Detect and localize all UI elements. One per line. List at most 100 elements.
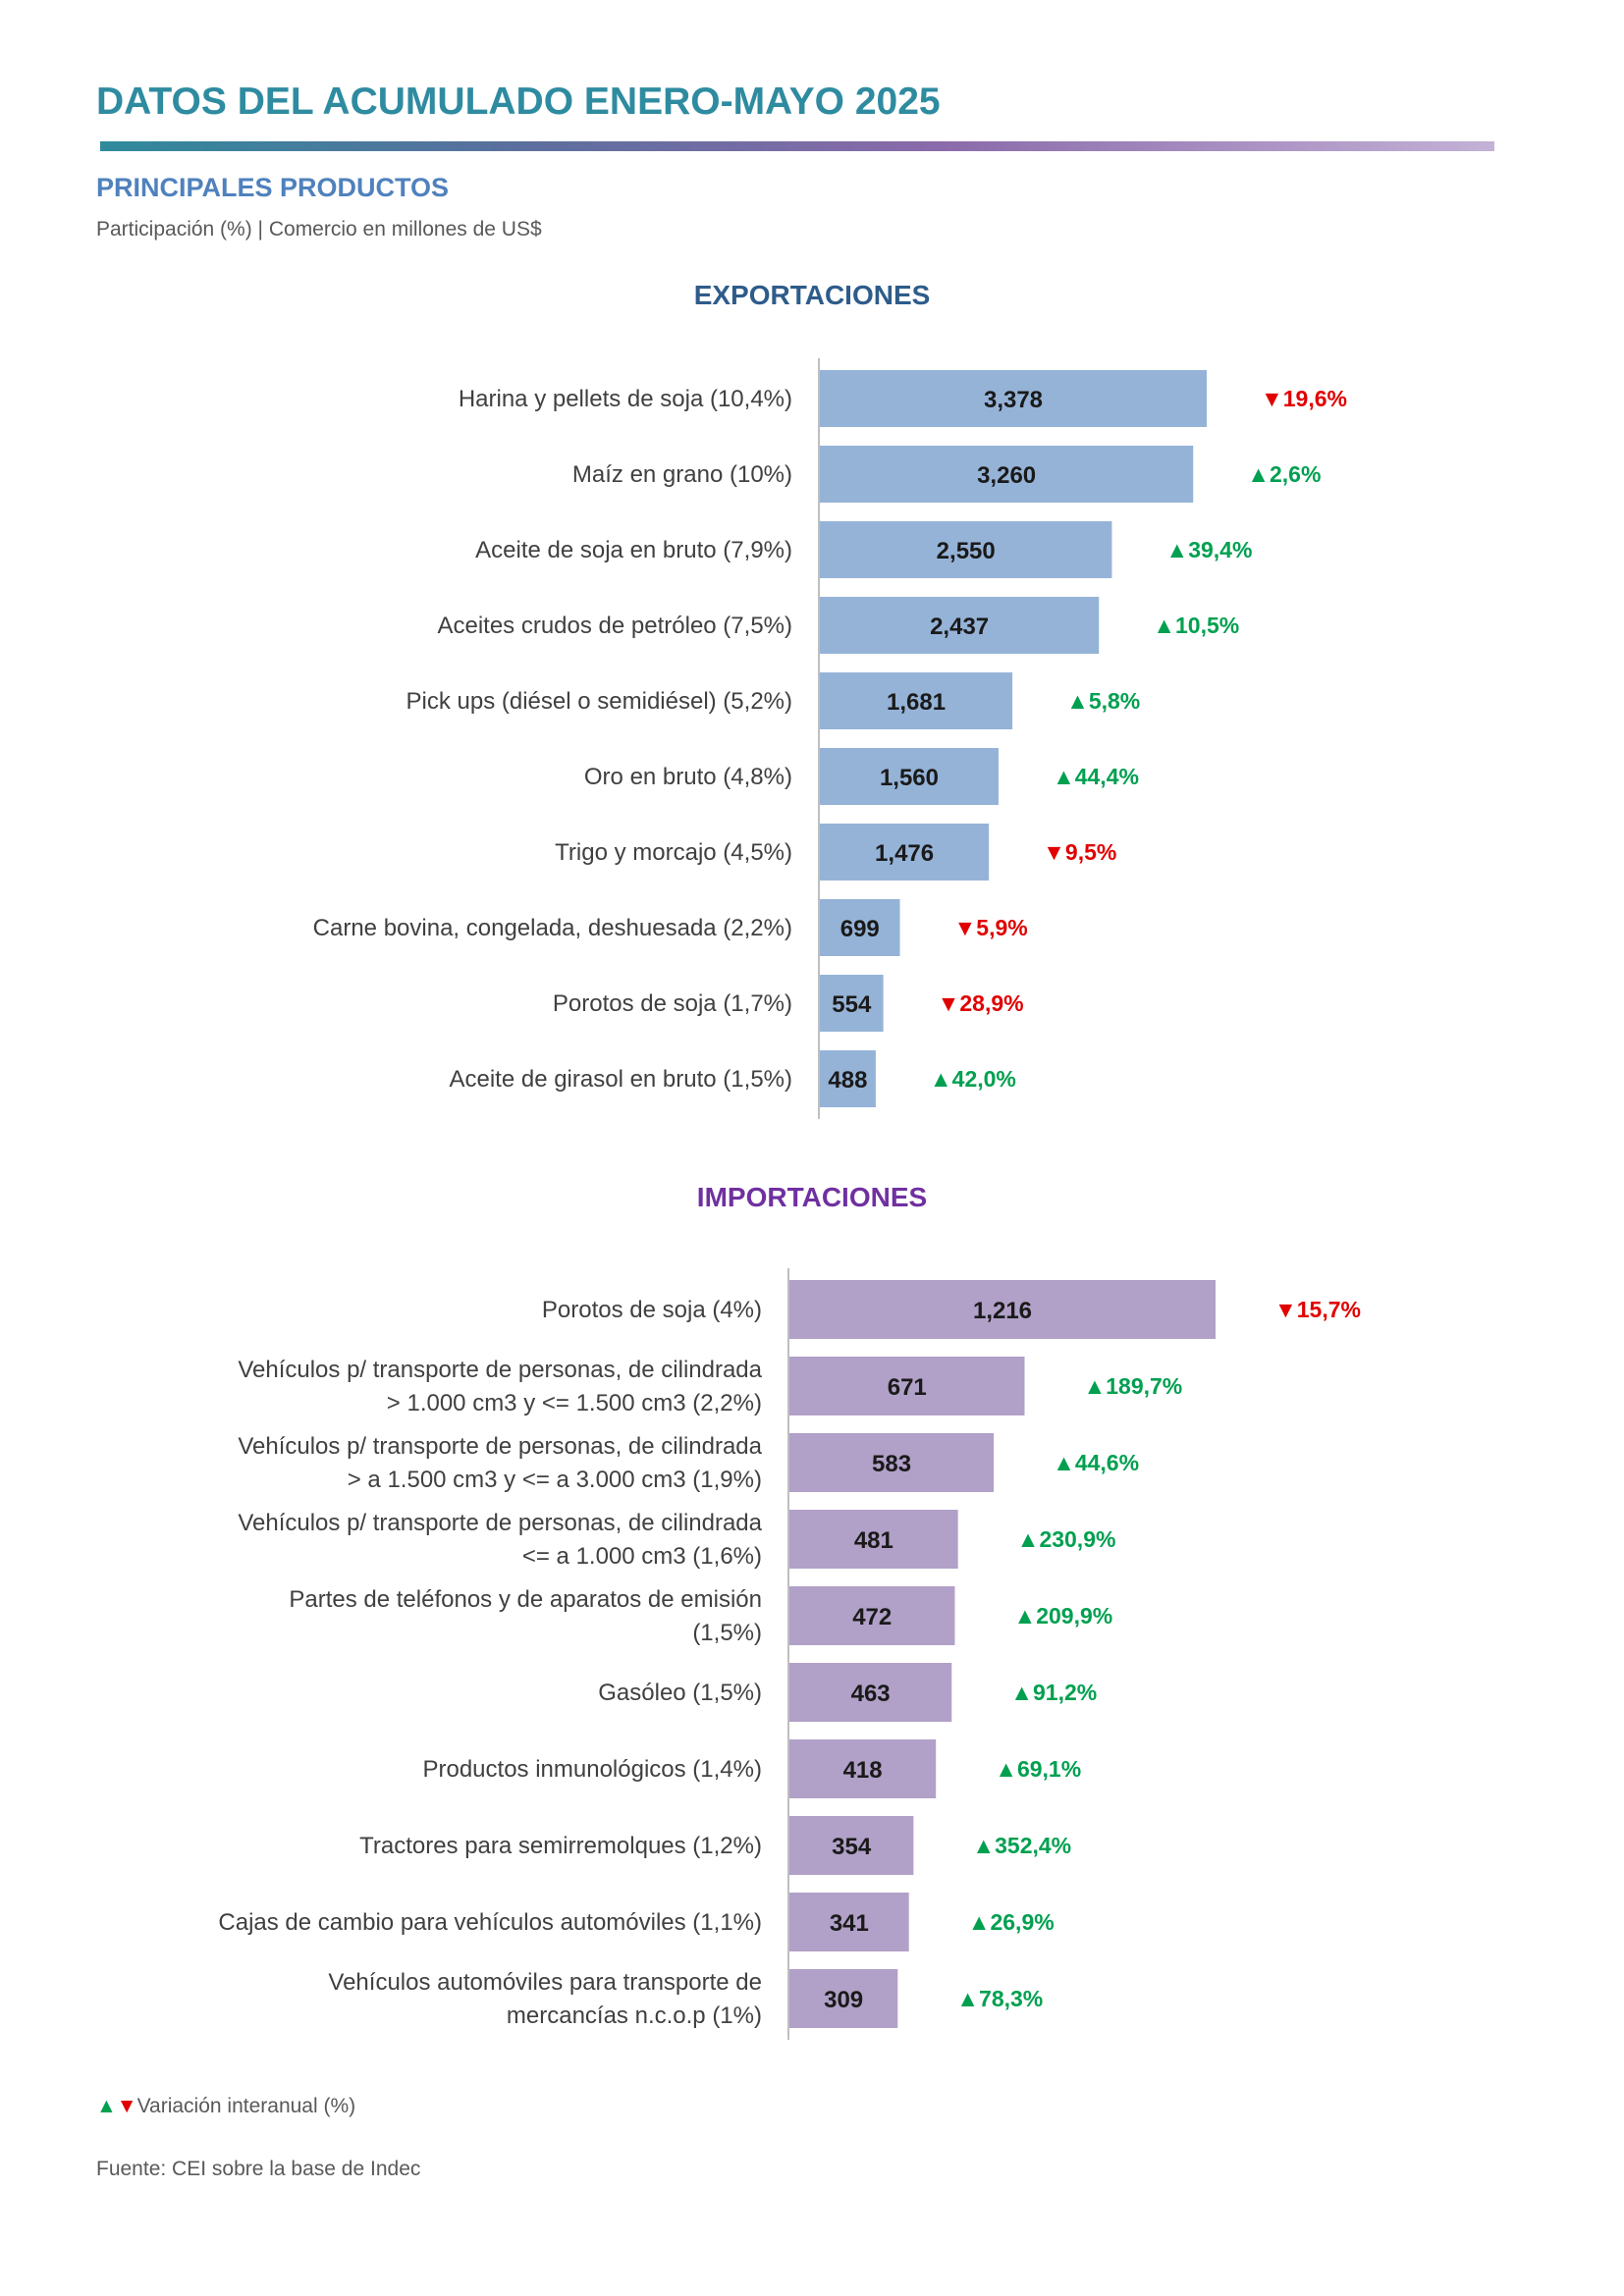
- arrow-up-icon: ▲: [930, 1066, 952, 1092]
- bar-value-label: 463: [851, 1681, 891, 1707]
- variation-up-label: ▲189,7%: [1083, 1373, 1182, 1399]
- arrow-up-icon: ▲: [1083, 1373, 1106, 1399]
- category-label: Oro en bruto (4,8%): [584, 764, 792, 790]
- category-label: Trigo y morcajo (4,5%): [555, 839, 792, 866]
- category-label: Vehículos p/ transporte de personas, de …: [238, 1433, 762, 1493]
- arrow-down-icon: ▼: [1043, 839, 1065, 865]
- category-label: Cajas de cambio para vehículos automóvil…: [218, 1909, 762, 1936]
- variation-down-label: ▼5,9%: [954, 915, 1028, 940]
- bar-value-label: 354: [832, 1834, 872, 1860]
- variation-down-label: ▼19,6%: [1261, 386, 1347, 411]
- bar-value-label: 1,560: [880, 765, 939, 791]
- variation-legend: ▲▼Variación interanual (%): [96, 2095, 355, 2118]
- bar: [820, 824, 990, 881]
- category-label: Porotos de soja (4%): [542, 1297, 762, 1323]
- bar: [820, 446, 1194, 503]
- arrow-up-icon: ▲: [1066, 688, 1089, 714]
- arrow-down-icon: ▼: [954, 915, 977, 940]
- title-gradient-rule: [100, 141, 1494, 151]
- arrow-up-icon: ▲: [1053, 764, 1075, 789]
- variation-up-label: ▲39,4%: [1165, 537, 1252, 562]
- bar-value-label: 472: [852, 1604, 892, 1630]
- bar-value-label: 1,476: [875, 840, 934, 867]
- bar: [820, 899, 900, 956]
- bar-value-label: 1,216: [973, 1298, 1032, 1324]
- variation-down-label: ▼15,7%: [1274, 1297, 1361, 1322]
- variation-up-label: ▲91,2%: [1010, 1680, 1097, 1705]
- bar-value-label: 3,378: [984, 387, 1043, 413]
- imports-chart-title: IMPORTACIONES: [696, 1182, 928, 1212]
- section-subtitle: Participación (%) | Comercio en millones…: [96, 218, 542, 240]
- bar: [789, 1663, 952, 1722]
- bar: [789, 1893, 909, 1951]
- category-label: Maíz en grano (10%): [572, 461, 792, 488]
- variation-up-label: ▲26,9%: [968, 1909, 1055, 1935]
- legend-text: Variación interanual (%): [136, 2095, 356, 2117]
- variation-up-label: ▲230,9%: [1017, 1526, 1116, 1552]
- category-label: Tractores para semirremolques (1,2%): [359, 1833, 762, 1859]
- imports-bar-chart: 1,216 Porotos de soja (4%) ▼15,7% 671 Vehícu…: [218, 1268, 1361, 2040]
- bar: [820, 1050, 876, 1107]
- category-label: Partes de teléfonos y de aparatos de emi…: [289, 1586, 762, 1646]
- bar-value-label: 671: [888, 1374, 927, 1401]
- arrow-down-icon: ▼: [1261, 386, 1283, 411]
- bar: [789, 1816, 914, 1875]
- bar: [820, 975, 884, 1032]
- category-label: Vehículos automóviles para transporte de…: [328, 1969, 762, 2029]
- category-label: Gasóleo (1,5%): [598, 1680, 762, 1706]
- bar-value-label: 554: [832, 991, 872, 1018]
- category-label: Aceite de soja en bruto (7,9%): [475, 537, 792, 563]
- bar: [789, 1969, 898, 2028]
- source-note: Fuente: CEI sobre la base de Indec: [96, 2158, 421, 2180]
- bar-value-label: 699: [840, 916, 880, 942]
- bar: [820, 370, 1207, 427]
- variation-up-label: ▲209,9%: [1013, 1603, 1112, 1629]
- bar: [789, 1433, 995, 1492]
- bar: [820, 672, 1013, 729]
- section-title: PRINCIPALES PRODUCTOS: [96, 173, 450, 202]
- category-label: Aceite de girasol en bruto (1,5%): [449, 1066, 792, 1093]
- arrow-up-icon: ▲: [968, 1909, 991, 1935]
- bar: [789, 1586, 955, 1645]
- bar-value-label: 481: [854, 1527, 893, 1554]
- bar-value-label: 2,437: [930, 614, 989, 640]
- bar-value-label: 341: [830, 1910, 869, 1937]
- bar: [789, 1510, 958, 1569]
- bar-value-label: 2,550: [937, 538, 996, 564]
- variation-up-label: ▲352,4%: [972, 1833, 1071, 1858]
- arrow-up-icon: ▲: [1153, 613, 1175, 638]
- variation-up-label: ▲5,8%: [1066, 688, 1140, 714]
- arrow-up-icon: ▲: [972, 1833, 995, 1858]
- arrow-up-icon: ▲: [1053, 1450, 1075, 1475]
- page-title: DATOS DEL ACUMULADO ENERO-MAYO 2025: [96, 80, 941, 123]
- bar: [820, 521, 1112, 578]
- variation-down-label: ▼28,9%: [938, 990, 1024, 1016]
- bar: [789, 1280, 1216, 1339]
- variation-up-label: ▲44,6%: [1053, 1450, 1139, 1475]
- category-label: Aceites crudos de petróleo (7,5%): [437, 613, 792, 639]
- arrow-up-icon: ▲: [1017, 1526, 1040, 1552]
- bar-value-label: 488: [828, 1067, 867, 1094]
- arrow-up-icon: ▲: [1013, 1603, 1036, 1629]
- category-label: Vehículos p/ transporte de personas, de …: [238, 1357, 762, 1416]
- bar-value-label: 1,681: [887, 689, 946, 716]
- bar: [820, 748, 999, 805]
- bar-value-label: 418: [843, 1757, 883, 1784]
- arrow-down-icon: ▼: [1274, 1297, 1297, 1322]
- category-label: Vehículos p/ transporte de personas, de …: [238, 1510, 762, 1570]
- arrow-up-icon: ▲: [1247, 461, 1270, 487]
- arrow-up-icon: ▲: [956, 1986, 979, 2011]
- variation-up-label: ▲69,1%: [995, 1756, 1081, 1782]
- arrow-up-icon: ▲: [995, 1756, 1017, 1782]
- bar-value-label: 3,260: [977, 462, 1036, 489]
- bar-value-label: 309: [824, 1987, 863, 2013]
- legend-up-down-icon: ▲▼: [96, 2095, 137, 2117]
- exports-chart-title: EXPORTACIONES: [693, 280, 931, 310]
- category-label: Carne bovina, congelada, deshuesada (2,2…: [313, 915, 792, 941]
- variation-up-label: ▲10,5%: [1153, 613, 1239, 638]
- arrow-up-icon: ▲: [1010, 1680, 1033, 1705]
- variation-up-label: ▲2,6%: [1247, 461, 1321, 487]
- arrow-down-icon: ▼: [938, 990, 960, 1016]
- category-label: Porotos de soja (1,7%): [553, 990, 792, 1017]
- bar: [789, 1739, 937, 1798]
